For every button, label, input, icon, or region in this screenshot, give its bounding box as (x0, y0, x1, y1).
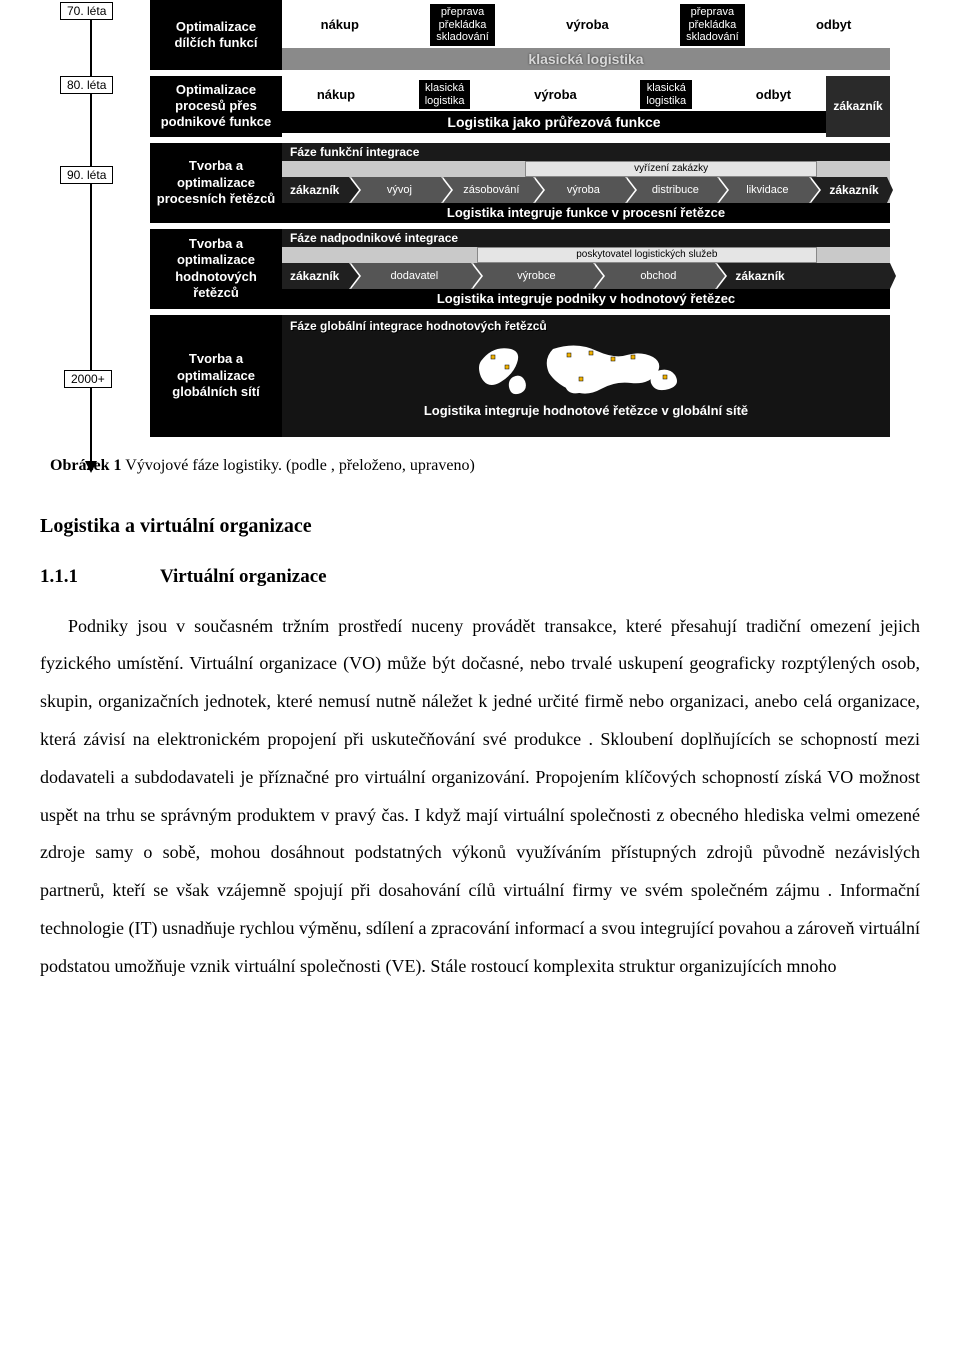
row-90s-a: Tvorba a optimalizace procesních řetězců… (150, 143, 890, 223)
row4-annot: poskytovatel logistických služeb (477, 247, 818, 263)
row4-caption: Logistika integruje podniky v hodnotový … (282, 289, 890, 309)
era-80: 80. léta (60, 76, 113, 94)
row3-chev-vyroba: výroba (535, 177, 625, 203)
row1-item-preprava2: přeprava překládka skladování (680, 4, 745, 46)
row3-start: zákazník (282, 177, 349, 203)
row3-chev-likvidace: likvidace (719, 177, 809, 203)
row2-item-odbyt: odbyt (750, 87, 797, 102)
row4-end: zákazník (717, 263, 890, 289)
row1-item-nakup: nákup (315, 17, 365, 32)
row4-chev-dodavatel: dodavatel (351, 263, 471, 289)
era-90: 90. léta (60, 166, 113, 184)
row3-chev-zasobovani: zásobování (443, 177, 533, 203)
row2-item-klas2: klasická logistika (640, 80, 692, 109)
world-map-icon (471, 341, 701, 395)
era-2000: 2000+ (64, 370, 112, 388)
figure-caption-text: Vývojové fáze logistiky. (podle , přelož… (122, 457, 475, 474)
row1-item-preprava1: přeprava překládka skladování (430, 4, 495, 46)
row3-chev-distribuce: distribuce (627, 177, 717, 203)
row3-annot: vyřízení zakázky (525, 161, 817, 177)
row3-caption: Logistika integruje funkce v procesní ře… (282, 203, 890, 223)
row2-side: Optimalizace procesů přes podnikové funk… (150, 76, 282, 137)
row4-chev-obchod: obchod (595, 263, 715, 289)
row2-item-nakup: nákup (311, 87, 361, 102)
row5-side: Tvorba a optimalizace globálních sítí (150, 315, 282, 437)
subsection-heading: 1.1.1Virtuální organizace (40, 566, 920, 588)
row3-chain: zákazník vývoj zásobování výroba distrib… (282, 177, 890, 203)
row-70s: Optimalizace dílčích funkcí nákup přepra… (150, 0, 890, 70)
body-paragraph: Podniky jsou v současném tržním prostřed… (40, 608, 920, 986)
row3-chev-vyvoj: vývoj (351, 177, 441, 203)
row-80s: Optimalizace procesů přes podnikové funk… (150, 76, 890, 137)
row4-side: Tvorba a optimalizace hodnotových řetězc… (150, 229, 282, 309)
figure-caption: Obrázek 1 Vývojové fáze logistiky. (podl… (50, 457, 920, 475)
row2-strip: Logistika jako průřezová funkce (282, 111, 826, 133)
row2-item-klas1: klasická logistika (419, 80, 471, 109)
row2-item-vyroba: výroba (528, 87, 583, 102)
row4-start: zákazník (282, 263, 349, 289)
era-70: 70. léta (60, 2, 113, 20)
row-90s-b: Tvorba a optimalizace hodnotových řetězc… (150, 229, 890, 309)
row3-end: zákazník (811, 177, 886, 203)
subsection-number: 1.1.1 (40, 566, 160, 588)
row5-caption: Logistika integruje hodnotové řetězce v … (290, 399, 882, 418)
row1-side: Optimalizace dílčích funkcí (150, 0, 282, 70)
section-heading: Logistika a virtuální organizace (40, 515, 920, 538)
row1-strip: klasická logistika (282, 48, 890, 70)
row4-chev-vyrobce: výrobce (473, 263, 593, 289)
row4-chain: zákazník dodavatel výrobce obchod zákazn… (282, 263, 890, 289)
row2-items: nákup klasická logistika výroba klasická… (282, 76, 826, 111)
row2-right-zakaznik: zákazník (826, 76, 890, 137)
row1-item-vyroba: výroba (560, 17, 615, 32)
row3-phase: Fáze funkční integrace (282, 143, 890, 161)
logistics-evolution-diagram: 70. léta 80. léta 90. léta 2000+ Optimal… (80, 0, 890, 437)
row-2000: Tvorba a optimalizace globálních sítí Fá… (150, 315, 890, 437)
row1-items: nákup přeprava překládka skladování výro… (282, 0, 890, 48)
subsection-title: Virtuální organizace (160, 566, 327, 587)
row5-title: Fáze globální integrace hodnotových řetě… (290, 319, 882, 337)
row4-phase: Fáze nadpodnikové integrace (282, 229, 890, 247)
row1-item-odbyt: odbyt (810, 17, 857, 32)
row3-side: Tvorba a optimalizace procesních řetězců (150, 143, 282, 223)
